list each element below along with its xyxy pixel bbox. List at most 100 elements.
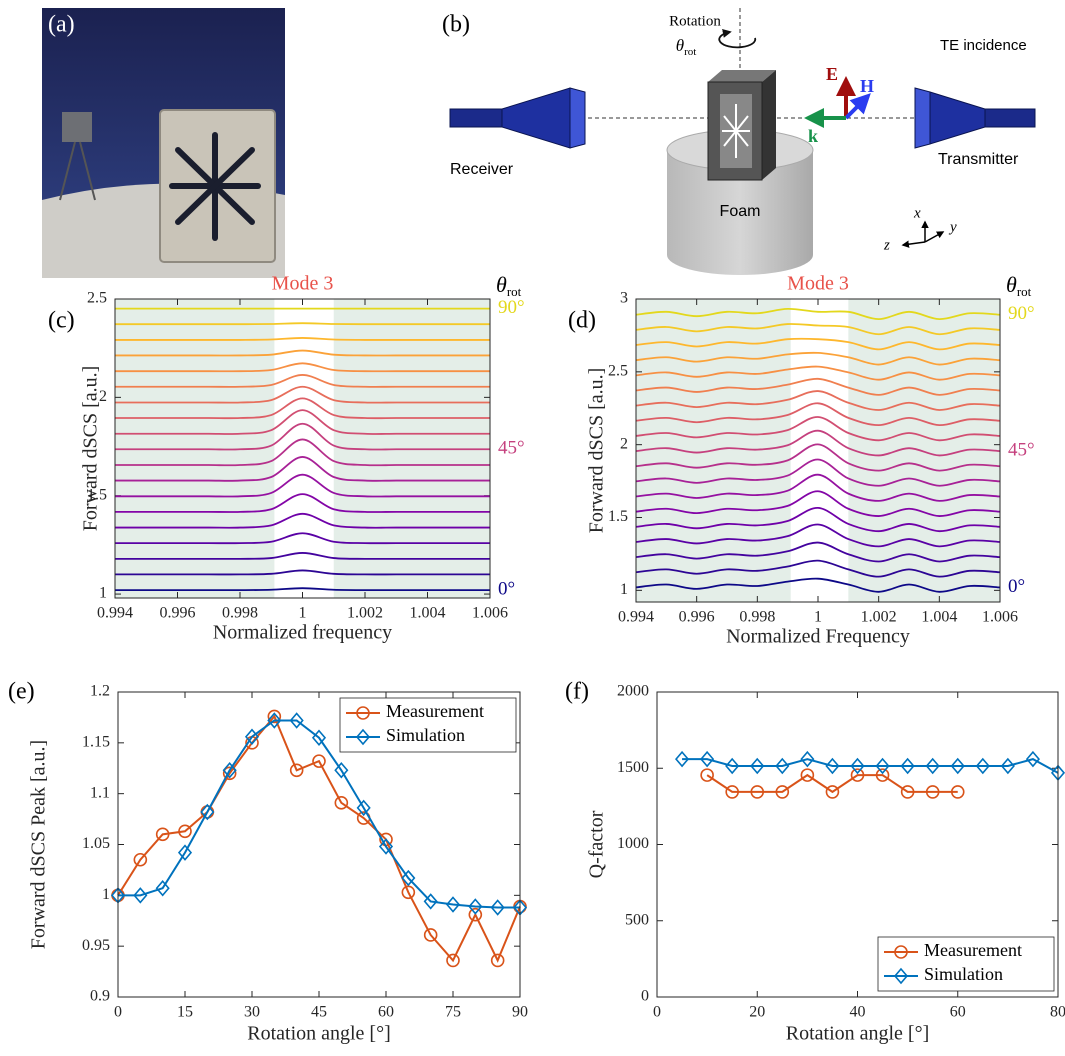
y-tick-label: 1500 (617, 759, 649, 776)
marker (750, 757, 765, 775)
axes-frame (117, 691, 521, 998)
marker (401, 885, 416, 900)
photo: (a) (42, 8, 285, 278)
legend-label: Simulation (924, 964, 1003, 984)
marker (222, 766, 237, 781)
series-line (635, 429, 1001, 457)
marker (155, 827, 170, 842)
angle-label: 0° (498, 578, 515, 599)
k-vector-label: k (808, 126, 818, 146)
series-line (114, 337, 490, 341)
x-tick-label: 15 (177, 1004, 193, 1021)
series-line (115, 587, 490, 592)
marker (825, 757, 840, 775)
series-line (115, 438, 490, 467)
angle-label: 45° (498, 438, 525, 459)
marker (850, 768, 865, 782)
axis-z-label: z (883, 237, 890, 253)
marker (244, 728, 260, 745)
series-line (635, 377, 1001, 396)
y-axis-label: Forward dSCS Peak [a.u.] (28, 740, 50, 949)
x-tick-label: 90 (512, 1004, 528, 1021)
legend-label: Measurement (924, 940, 1022, 960)
y-tick-label: 1000 (617, 835, 649, 852)
x-tick-label: 1.004 (921, 609, 957, 626)
rotation-angle-label: θrot (676, 36, 697, 58)
series-line (117, 714, 521, 963)
marker (925, 757, 940, 775)
receiver-label: Receiver (450, 161, 514, 178)
angle-label: 0° (1008, 576, 1025, 597)
h-field-arrow (844, 93, 871, 120)
y-tick-label: 1.2 (90, 683, 110, 700)
series-line (682, 758, 1059, 774)
series-line (635, 577, 1001, 593)
marker (950, 757, 965, 775)
x-tick-label: 75 (445, 1004, 461, 1021)
marker (312, 754, 326, 768)
sample-star (722, 104, 750, 158)
coordinate-axes (901, 220, 945, 248)
series-line (635, 351, 1001, 366)
series-line (115, 409, 490, 435)
marker (490, 899, 505, 916)
legend (877, 936, 1055, 992)
series-line (635, 506, 1001, 533)
series-line (114, 362, 490, 373)
x-tick-label: 40 (850, 1004, 866, 1021)
series-line (635, 443, 1001, 472)
x-tick-label: 60 (378, 1004, 394, 1021)
x-tick-label: 20 (749, 1004, 765, 1021)
sample-top (708, 70, 776, 82)
marker (850, 757, 865, 775)
marker (900, 757, 915, 775)
transmitter-label: Transmitter (938, 151, 1019, 168)
marker (975, 757, 990, 775)
y-tick-label: 0.95 (82, 937, 110, 954)
panel-label: (e) (8, 679, 35, 705)
receiver-waveguide (449, 108, 503, 128)
series-line (114, 473, 490, 498)
series-line (635, 416, 1001, 442)
legend-marker (356, 706, 370, 720)
series-line (635, 323, 1001, 336)
x-tick-label: 45 (311, 1004, 327, 1021)
annotation: Mode 3 (272, 273, 334, 295)
series-line (635, 308, 1001, 321)
receiver-aperture (569, 87, 586, 149)
marker (725, 785, 739, 799)
series-line (635, 402, 1001, 427)
series-line (635, 523, 1001, 548)
transmitter-waveguide (984, 108, 1036, 128)
series-line (635, 458, 1001, 487)
axis-y-label: y (948, 219, 957, 235)
theta: θ (676, 36, 684, 55)
angle-label: 90° (498, 297, 525, 318)
x-tick-label: 0.996 (160, 605, 196, 622)
y-tick-label: 1 (99, 585, 107, 602)
marker (289, 763, 304, 778)
marker (725, 757, 740, 775)
marker (311, 729, 327, 746)
y-tick-label: 1.5 (608, 508, 628, 525)
marker (468, 907, 483, 922)
marker (800, 768, 815, 782)
series-line (115, 512, 490, 529)
series-line (635, 337, 1001, 351)
photo-antenna (62, 112, 92, 142)
y-tick-label: 2.5 (608, 363, 628, 380)
marker (446, 953, 460, 968)
x-tick-label: 0.998 (222, 605, 258, 622)
marker (445, 896, 461, 913)
series-line (118, 719, 520, 909)
photo-tripod (59, 141, 76, 201)
legend-label: Measurement (386, 701, 484, 721)
series-line (115, 349, 490, 357)
angle-label: 90° (1008, 303, 1035, 324)
diagram: (b) Rotation θrot Receiver Transmitter T… (442, 8, 1036, 275)
x-tick-label: 0.994 (97, 605, 133, 622)
marker (900, 785, 915, 799)
marker (155, 879, 170, 897)
